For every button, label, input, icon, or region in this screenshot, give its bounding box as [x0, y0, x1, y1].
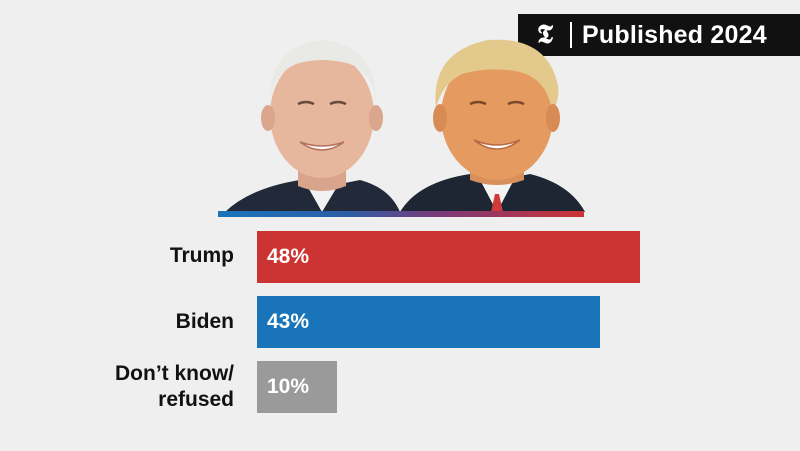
value-label-biden: 43%	[267, 310, 310, 333]
candidate-portraits	[218, 39, 585, 217]
value-label-trump: 48%	[267, 245, 310, 268]
biden-portrait	[225, 40, 400, 212]
nyt-logo-icon: 𝕿	[537, 20, 553, 50]
publication-badge: 𝕿 Published 2024	[518, 14, 800, 56]
published-label: Published 2024	[582, 20, 767, 49]
bar-biden: 43%	[257, 296, 601, 348]
bar-trump: 48%	[257, 231, 640, 283]
category-label-biden: Biden	[175, 310, 234, 333]
portrait-base-stripe	[218, 211, 584, 217]
trump-portrait	[400, 39, 585, 212]
category-label-undecided: Don’t know/ refused	[115, 362, 234, 411]
category-label-trump: Trump	[169, 244, 234, 267]
badge-divider	[570, 22, 572, 48]
value-label-undecided: 10%	[267, 375, 310, 398]
bar-undecided: 10%	[257, 361, 337, 413]
